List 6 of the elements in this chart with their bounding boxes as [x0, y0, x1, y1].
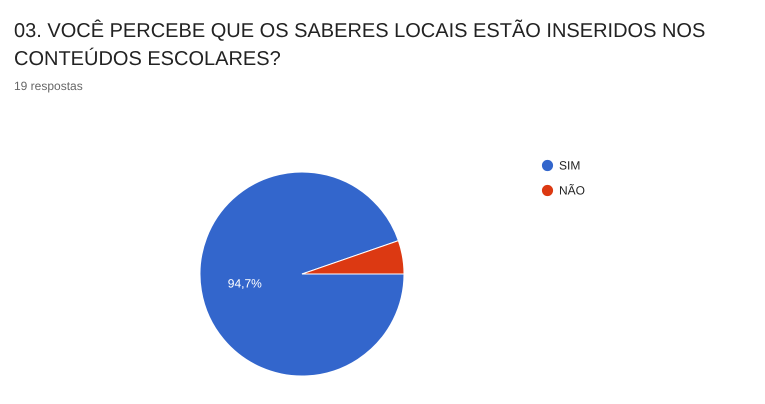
text: 19 respostas [14, 79, 83, 93]
legend-label: SIM [559, 158, 580, 172]
legend-label: NÃO [559, 184, 586, 198]
chart-title: 03. VOCÊ PERCEBE QUE OS SABERES LOCAIS ESTÃO INSERIDOS NOS CONTEÚDOS ESCOLARES? [14, 19, 706, 70]
data-label: 94,7% [228, 276, 262, 291]
pie-slice [200, 172, 404, 376]
